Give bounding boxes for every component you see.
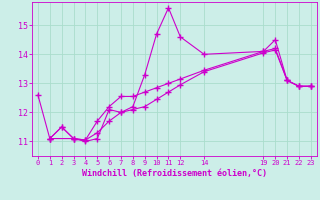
- X-axis label: Windchill (Refroidissement éolien,°C): Windchill (Refroidissement éolien,°C): [82, 169, 267, 178]
